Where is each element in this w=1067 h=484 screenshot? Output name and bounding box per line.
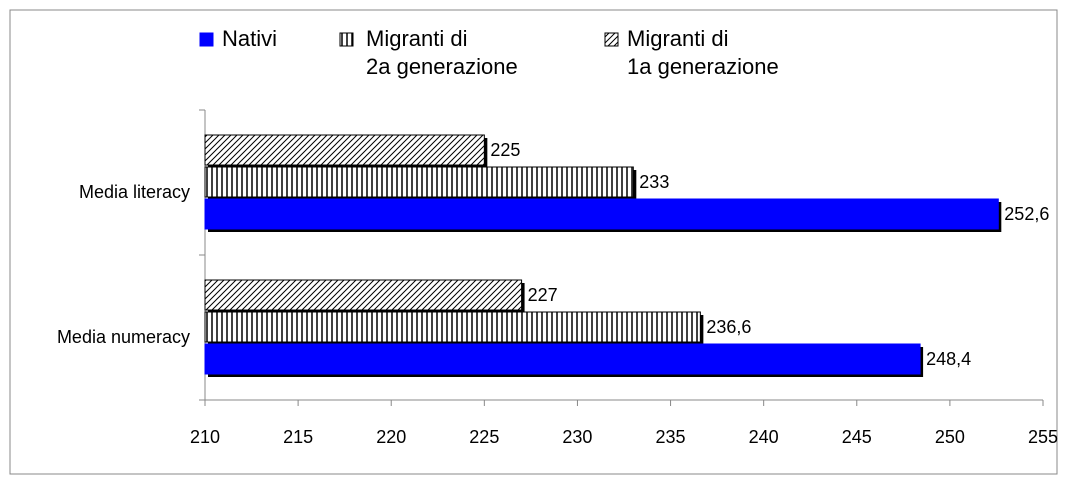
x-tick-label: 215	[283, 427, 313, 447]
value-label: 227	[528, 285, 558, 305]
bar	[204, 198, 999, 230]
value-label: 225	[490, 140, 520, 160]
legend-swatch	[604, 32, 619, 47]
chart-border	[9, 9, 1058, 475]
legend-swatch	[199, 32, 214, 47]
bar	[204, 343, 921, 375]
x-tick-label: 225	[469, 427, 499, 447]
x-tick-label: 220	[376, 427, 406, 447]
value-label: 252,6	[1004, 204, 1049, 224]
x-tick-label: 255	[1028, 427, 1058, 447]
x-tick-label: 235	[656, 427, 686, 447]
bar	[204, 311, 701, 343]
value-label: 236,6	[706, 317, 751, 337]
x-tick-label: 230	[562, 427, 592, 447]
category-label: Media literacy	[79, 182, 190, 202]
x-tick-label: 245	[842, 427, 872, 447]
x-tick-label: 240	[749, 427, 779, 447]
legend-label: Migranti di 2a generazione	[366, 26, 518, 79]
category-label: Media numeracy	[57, 327, 190, 347]
bar	[204, 166, 634, 198]
bar	[204, 279, 523, 311]
value-label: 233	[639, 172, 669, 192]
x-tick-label: 210	[190, 427, 220, 447]
legend-label: Nativi	[222, 26, 278, 51]
legend-swatch	[339, 32, 354, 47]
value-label: 248,4	[926, 349, 971, 369]
bar	[204, 134, 485, 166]
x-tick-label: 250	[935, 427, 965, 447]
legend-label: Migranti di 1a generazione	[627, 26, 779, 79]
